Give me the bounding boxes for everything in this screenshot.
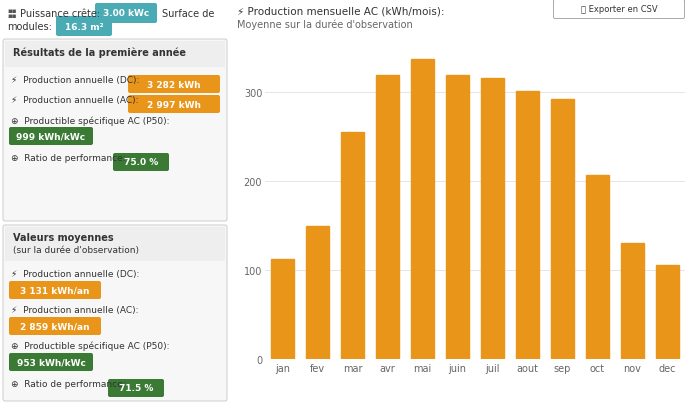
Text: ⚡  Production annuelle (DC):: ⚡ Production annuelle (DC): <box>11 269 139 278</box>
FancyBboxPatch shape <box>95 4 157 24</box>
FancyBboxPatch shape <box>56 17 112 37</box>
Text: 3 282 kWh: 3 282 kWh <box>147 80 201 89</box>
Text: ⊕  Ratio de performance:: ⊕ Ratio de performance: <box>11 153 126 162</box>
Text: Valeurs moyennes: Valeurs moyennes <box>13 232 114 243</box>
FancyBboxPatch shape <box>128 76 220 94</box>
Bar <box>341 133 364 359</box>
FancyBboxPatch shape <box>9 281 101 299</box>
Bar <box>306 226 329 359</box>
Bar <box>5 42 225 68</box>
Text: modules:: modules: <box>7 22 52 32</box>
Text: ⚡  Production annuelle (DC):: ⚡ Production annuelle (DC): <box>11 76 139 85</box>
Bar <box>481 79 504 359</box>
FancyBboxPatch shape <box>3 40 227 222</box>
Text: Moyenne sur la durée d'observation: Moyenne sur la durée d'observation <box>237 20 413 30</box>
FancyBboxPatch shape <box>9 128 93 146</box>
Bar <box>271 259 294 359</box>
FancyBboxPatch shape <box>9 317 101 335</box>
Text: ⚡  Production annuelle (AC):: ⚡ Production annuelle (AC): <box>11 96 139 105</box>
Bar <box>411 60 434 359</box>
Text: ⊕  Ratio de performance:: ⊕ Ratio de performance: <box>11 379 126 388</box>
Text: ⚡  Production annuelle (AC):: ⚡ Production annuelle (AC): <box>11 305 139 314</box>
Text: 75.0 %: 75.0 % <box>124 158 158 167</box>
Bar <box>5 228 225 261</box>
Text: 71.5 %: 71.5 % <box>119 384 153 392</box>
Text: 999 kWh/kWc: 999 kWh/kWc <box>17 132 86 141</box>
Text: Puissance crête:: Puissance crête: <box>20 9 100 19</box>
Text: ⊕  Productible spécifique AC (P50):: ⊕ Productible spécifique AC (P50): <box>11 341 170 351</box>
Text: 🖫 Exporter en CSV: 🖫 Exporter en CSV <box>581 6 658 15</box>
Bar <box>551 100 574 359</box>
Text: Surface de: Surface de <box>162 9 215 19</box>
FancyBboxPatch shape <box>108 379 164 397</box>
Text: ▪▪
▪▪: ▪▪ ▪▪ <box>7 8 17 19</box>
Text: (sur la durée d'observation): (sur la durée d'observation) <box>13 245 139 254</box>
Text: 16.3 m²: 16.3 m² <box>65 22 104 32</box>
Text: ⊕  Productible spécifique AC (P50):: ⊕ Productible spécifique AC (P50): <box>11 116 170 125</box>
Text: 2 859 kWh/an: 2 859 kWh/an <box>20 322 90 331</box>
FancyBboxPatch shape <box>128 96 220 114</box>
Bar <box>586 175 609 359</box>
Text: 3.00 kWc: 3.00 kWc <box>103 9 149 19</box>
Text: ⚡ Production mensuelle AC (kWh/mois):: ⚡ Production mensuelle AC (kWh/mois): <box>237 7 444 17</box>
FancyBboxPatch shape <box>113 153 169 172</box>
Bar <box>621 244 644 359</box>
Text: 3 131 kWh/an: 3 131 kWh/an <box>20 286 90 295</box>
FancyBboxPatch shape <box>3 226 227 401</box>
FancyBboxPatch shape <box>9 353 93 371</box>
Text: 953 kWh/kWc: 953 kWh/kWc <box>17 358 86 367</box>
Bar <box>656 265 679 359</box>
Text: Résultats de la première année: Résultats de la première année <box>13 48 186 58</box>
Bar <box>516 92 539 359</box>
Bar <box>376 75 399 359</box>
Text: 2 997 kWh: 2 997 kWh <box>147 100 201 109</box>
Bar <box>446 75 469 359</box>
FancyBboxPatch shape <box>553 0 684 19</box>
